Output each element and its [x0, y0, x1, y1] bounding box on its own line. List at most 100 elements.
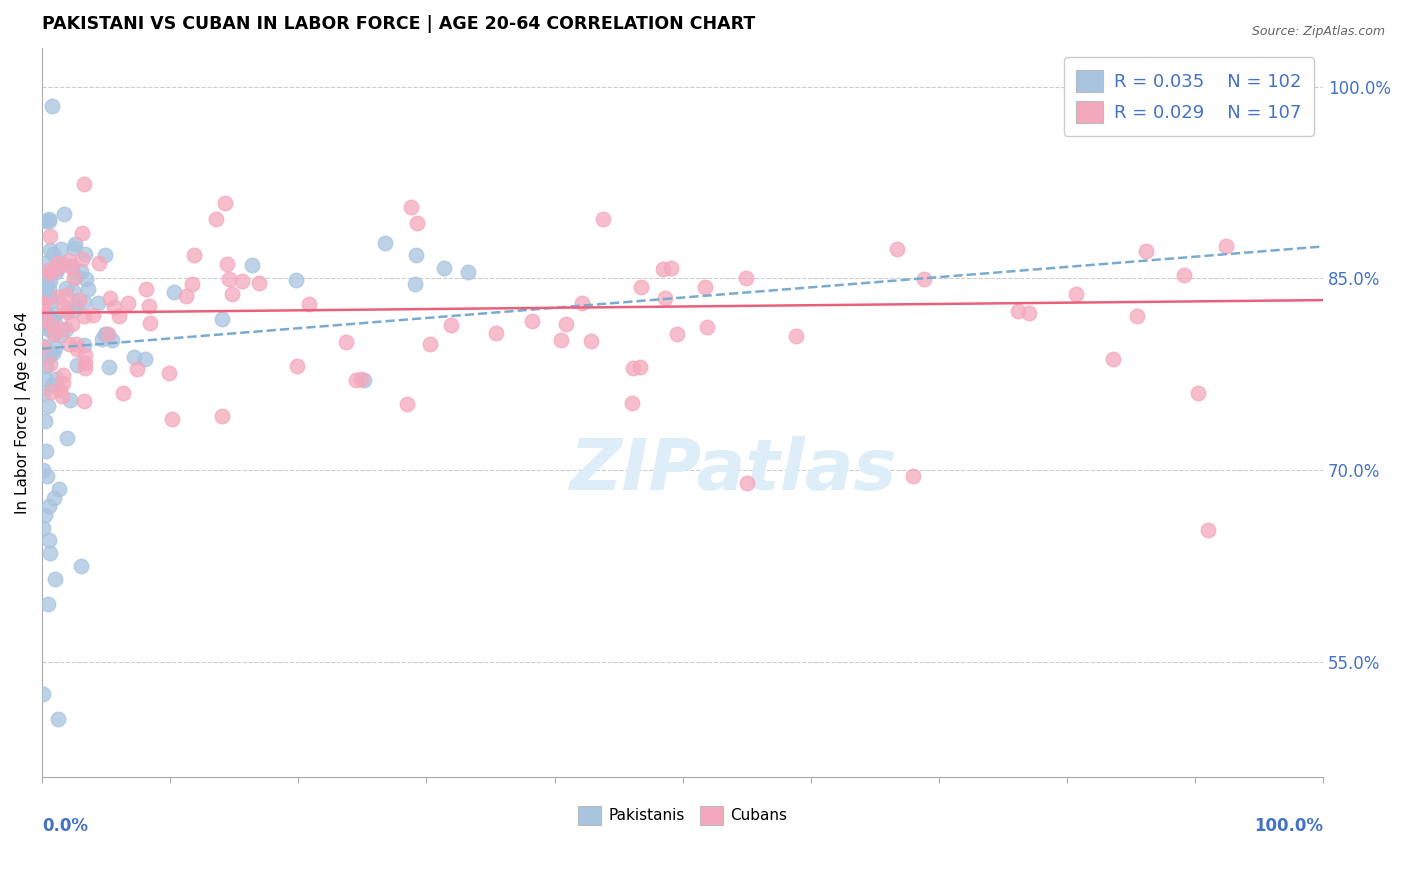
- Point: [67, 293, 90, 307]
- Point: [65, 337, 87, 351]
- Point: [112, 385, 135, 400]
- Point: [55, 303, 77, 318]
- Point: [550, 333, 572, 347]
- Point: [52, 207, 75, 221]
- Point: [55, 287, 77, 301]
- Point: [42, 327, 65, 342]
- Point: [38, 282, 60, 296]
- Point: [66, 358, 89, 372]
- Point: [63, 302, 86, 317]
- Point: [44, 313, 66, 327]
- Point: [98, 291, 121, 305]
- Point: [344, 373, 367, 387]
- Point: [162, 285, 184, 300]
- Point: [37, 314, 59, 328]
- Point: [70, 252, 93, 266]
- Point: [38, 214, 60, 228]
- Point: [41, 99, 63, 113]
- Point: [35, 359, 58, 374]
- Point: [75, 360, 97, 375]
- Point: [35, 469, 58, 483]
- Point: [654, 291, 676, 305]
- Point: [32, 296, 55, 310]
- Point: [353, 374, 375, 388]
- Point: [912, 271, 935, 285]
- Point: [211, 312, 233, 326]
- Point: [82, 308, 104, 322]
- Point: [38, 346, 60, 360]
- Point: [73, 348, 96, 362]
- Point: [100, 333, 122, 347]
- Point: [46, 712, 69, 726]
- Text: ZIPatlas: ZIPatlas: [571, 436, 897, 505]
- Point: [122, 350, 145, 364]
- Text: 0.0%: 0.0%: [42, 817, 89, 835]
- Point: [38, 212, 60, 227]
- Point: [58, 336, 80, 351]
- Point: [37, 286, 59, 301]
- Point: [60, 260, 83, 274]
- Point: [32, 303, 55, 318]
- Point: [221, 287, 243, 301]
- Point: [94, 248, 117, 262]
- Point: [520, 314, 543, 328]
- Point: [75, 272, 97, 286]
- Point: [34, 508, 56, 522]
- Point: [217, 257, 239, 271]
- Point: [34, 213, 56, 227]
- Point: [404, 277, 426, 292]
- Point: [157, 366, 180, 380]
- Point: [55, 281, 77, 295]
- Point: [73, 309, 96, 323]
- Point: [55, 322, 77, 336]
- Point: [735, 475, 758, 490]
- Point: [51, 242, 73, 256]
- Point: [1173, 268, 1195, 282]
- Point: [45, 372, 67, 386]
- Point: [44, 307, 66, 321]
- Point: [630, 279, 652, 293]
- Point: [32, 340, 55, 354]
- Point: [174, 289, 197, 303]
- Point: [37, 399, 59, 413]
- Point: [34, 415, 56, 429]
- Point: [62, 284, 84, 298]
- Point: [1197, 523, 1219, 537]
- Point: [785, 329, 807, 343]
- Point: [35, 319, 58, 334]
- Y-axis label: In Labor Force | Age 20-64: In Labor Force | Age 20-64: [15, 311, 31, 514]
- Point: [32, 268, 55, 283]
- Point: [73, 246, 96, 260]
- Point: [297, 297, 319, 311]
- Point: [1066, 287, 1088, 301]
- Point: [39, 317, 62, 331]
- Point: [205, 211, 228, 226]
- Point: [38, 499, 60, 513]
- Point: [72, 226, 94, 240]
- Point: [65, 299, 87, 313]
- Point: [32, 687, 55, 701]
- Point: [35, 308, 58, 322]
- Point: [103, 300, 125, 314]
- Point: [70, 264, 93, 278]
- Point: [1018, 306, 1040, 320]
- Point: [903, 469, 925, 483]
- Point: [38, 229, 60, 244]
- Point: [401, 200, 423, 214]
- Point: [48, 383, 70, 397]
- Point: [93, 326, 115, 341]
- Point: [42, 327, 65, 342]
- Point: [183, 248, 205, 262]
- Point: [1102, 351, 1125, 366]
- Point: [162, 411, 184, 425]
- Point: [52, 376, 75, 390]
- Point: [38, 244, 60, 258]
- Point: [620, 396, 643, 410]
- Point: [38, 274, 60, 288]
- Point: [34, 443, 56, 458]
- Point: [34, 370, 56, 384]
- Point: [39, 290, 62, 304]
- Point: [138, 299, 160, 313]
- Point: [32, 386, 55, 401]
- Point: [1007, 304, 1029, 318]
